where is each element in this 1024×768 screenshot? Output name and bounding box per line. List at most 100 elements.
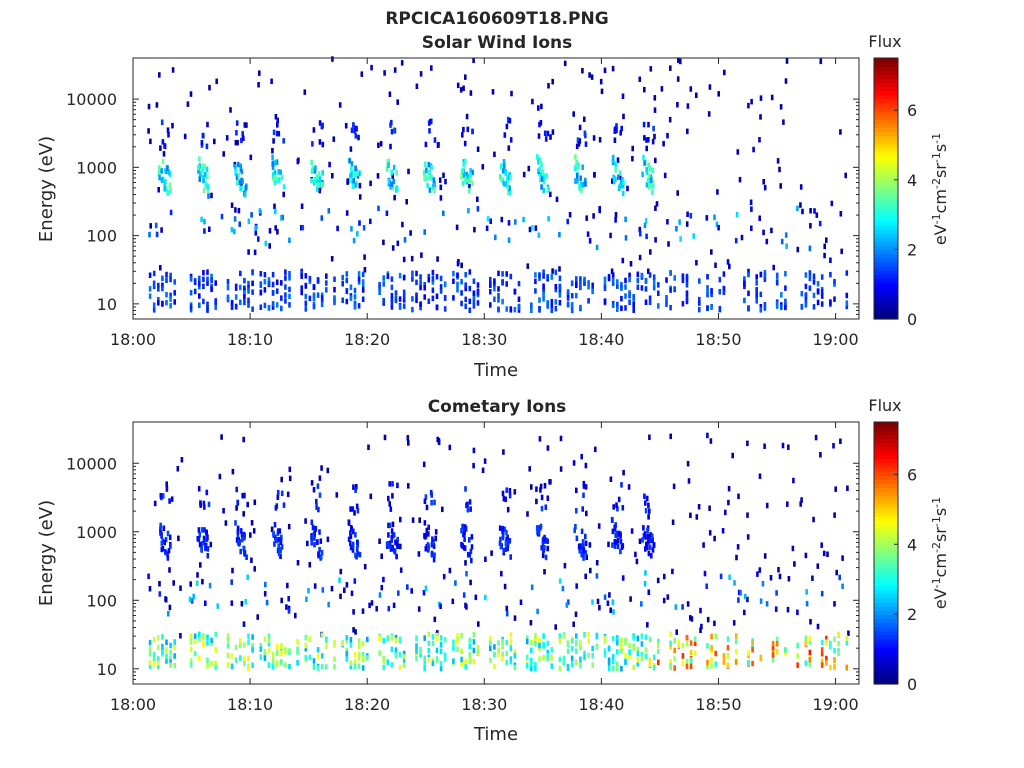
flux-cell: [747, 305, 750, 311]
flux-cell: [280, 490, 284, 497]
flux-cell: [472, 278, 476, 284]
flux-cell: [570, 655, 574, 661]
flux-cell: [214, 298, 217, 304]
flux-cell: [415, 83, 419, 89]
flux-cell: [644, 546, 647, 552]
flux-cell: [620, 643, 623, 650]
flux-cell: [274, 160, 277, 166]
flux-cell: [603, 638, 607, 644]
flux-cell: [534, 288, 537, 294]
flux-cell: [616, 665, 619, 671]
colorbar-segment: [874, 540, 898, 546]
flux-cell: [740, 234, 744, 241]
flux-cell: [804, 283, 808, 290]
flux-cell: [271, 651, 275, 658]
flux-cell: [580, 528, 584, 535]
flux-cell: [148, 651, 152, 657]
colorbar-segment: [874, 106, 898, 112]
flux-cell: [349, 284, 353, 290]
flux-cell: [310, 535, 313, 541]
flux-cell: [618, 170, 622, 176]
flux-cell: [258, 208, 262, 214]
flux-cell: [715, 221, 719, 227]
colorbar-segment: [874, 589, 898, 595]
flux-cell: [189, 658, 193, 664]
flux-cell: [226, 662, 230, 668]
flux-cell: [427, 640, 431, 647]
flux-cell: [271, 660, 275, 666]
flux-cell: [159, 493, 163, 499]
flux-cell: [808, 245, 812, 252]
flux-cell: [581, 164, 584, 170]
flux-cell: [575, 143, 579, 150]
flux-cell: [702, 542, 705, 548]
flux-cell: [214, 664, 217, 671]
colorbar-segment: [874, 302, 898, 308]
flux-cell: [267, 305, 271, 311]
flux-cell: [345, 635, 349, 641]
flux-cell: [501, 279, 504, 285]
flux-cell: [506, 534, 509, 541]
flux-cell: [592, 135, 596, 141]
flux-cell: [242, 492, 246, 499]
flux-cell: [288, 664, 291, 670]
flux-cell: [415, 297, 418, 303]
flux-cell: [655, 201, 659, 207]
flux-cell: [620, 647, 623, 654]
flux-cell: [724, 509, 727, 516]
flux-cell: [460, 174, 463, 180]
flux-cell: [432, 177, 436, 183]
flux-cell: [267, 662, 271, 668]
flux-cell: [152, 270, 156, 277]
flux-cell: [816, 563, 820, 569]
flux-cell: [839, 129, 842, 135]
flux-cell: [816, 289, 820, 295]
flux-cell: [531, 225, 534, 231]
flux-cell: [161, 634, 164, 640]
flux-cell: [726, 662, 730, 668]
flux-cell: [575, 173, 579, 179]
flux-cell: [620, 295, 623, 302]
flux-cell: [358, 220, 361, 226]
flux-cell: [538, 121, 541, 128]
flux-cell: [588, 542, 592, 548]
flux-cell: [202, 187, 206, 194]
flux-cell: [669, 662, 672, 669]
flux-cell: [310, 519, 314, 525]
flux-cell: [717, 91, 720, 97]
flux-cell: [567, 599, 570, 605]
flux-cell: [546, 445, 550, 451]
flux-cell: [676, 76, 680, 82]
flux-cell: [442, 210, 445, 216]
flux-cell: [616, 661, 619, 668]
flux-cell: [251, 289, 254, 295]
colorbar-segment: [874, 204, 898, 210]
flux-cell: [632, 302, 635, 308]
flux-cell: [648, 508, 651, 514]
flux-cell: [382, 275, 385, 281]
flux-cell: [538, 656, 541, 662]
flux-cell: [280, 643, 283, 650]
flux-cell: [618, 183, 622, 189]
flux-cell: [812, 304, 816, 310]
flux-cell: [239, 166, 243, 173]
flux-cell: [190, 598, 194, 604]
flux-cell: [203, 172, 207, 178]
flux-cell: [452, 270, 455, 277]
flux-cell: [509, 645, 513, 652]
flux-cell: [465, 604, 468, 610]
flux-cell: [544, 537, 548, 543]
flux-cell: [505, 650, 508, 657]
flux-cell: [837, 631, 840, 638]
flux-cell: [545, 173, 549, 179]
flux-cell: [542, 655, 545, 661]
flux-cell: [271, 147, 274, 154]
flux-cell: [361, 282, 365, 288]
flux-cell: [575, 160, 578, 166]
flux-cell: [230, 653, 234, 659]
flux-cell: [287, 523, 291, 530]
flux-cell: [614, 217, 617, 223]
flux-cell: [501, 298, 504, 305]
flux-cell: [568, 212, 572, 218]
flux-cell: [645, 137, 648, 143]
